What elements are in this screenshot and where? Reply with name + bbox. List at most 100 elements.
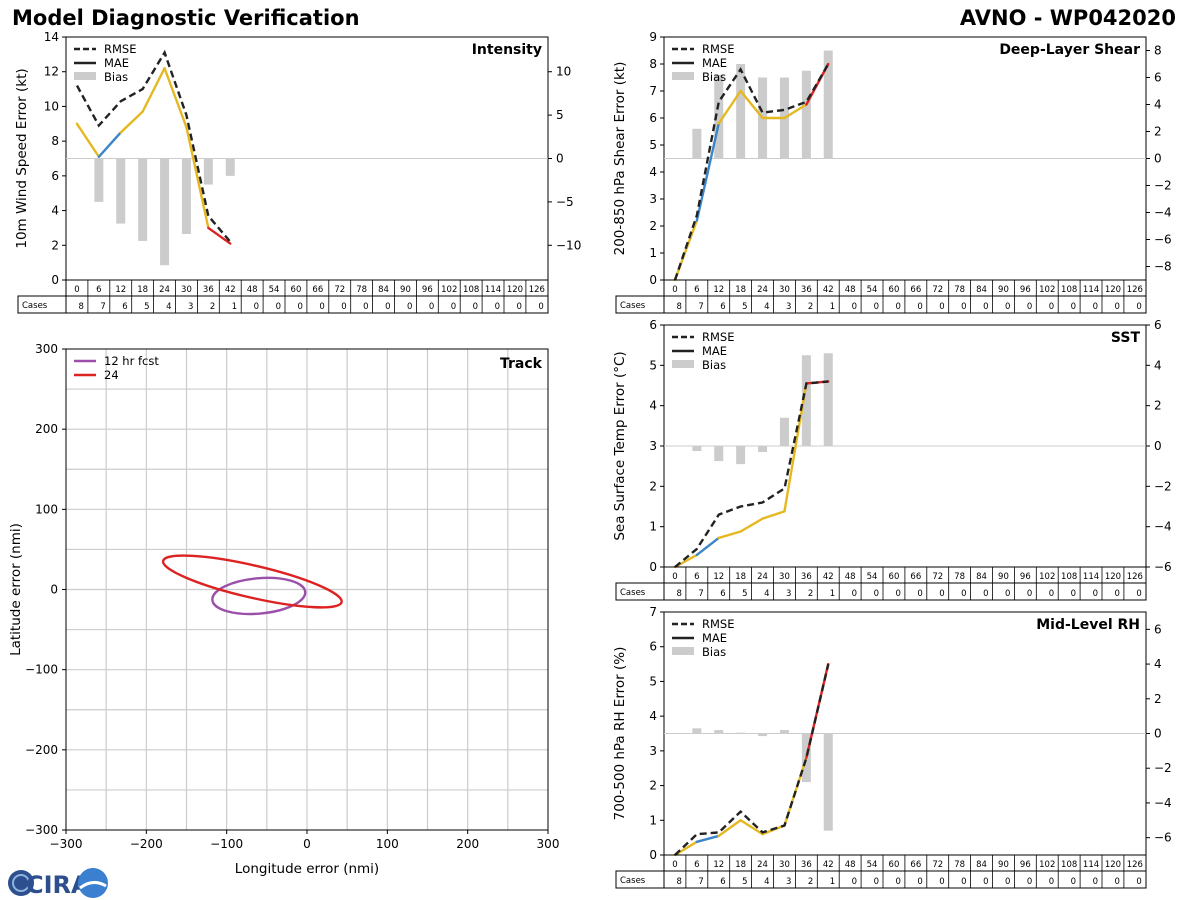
bias-bar — [138, 158, 148, 241]
y-axis-label: 200-850 hPa Shear Error (kt) — [612, 62, 628, 256]
y-tick-label: 1 — [649, 813, 657, 827]
case-count: 0 — [1136, 302, 1141, 312]
bias-bar — [736, 732, 746, 734]
case-count: 2 — [808, 877, 813, 887]
lead-hour-label: 114 — [1083, 860, 1099, 870]
lead-hour-label: 78 — [356, 285, 367, 295]
lead-hour-label: 78 — [954, 285, 965, 295]
storm-id-title: AVNO - WP042020 — [959, 6, 1176, 30]
lead-hour-label: 84 — [976, 285, 987, 295]
lead-hour-label: 54 — [867, 572, 878, 582]
legend-bias-swatch — [74, 72, 96, 80]
y2-tick-label: 2 — [1154, 399, 1162, 413]
case-count: 0 — [917, 302, 922, 312]
lead-hour-label: 120 — [1105, 572, 1121, 582]
case-count: 0 — [1049, 302, 1054, 312]
case-count: 0 — [895, 302, 900, 312]
lead-hour-label: 54 — [867, 285, 878, 295]
lead-hour-label: 18 — [735, 572, 746, 582]
mae-segment — [739, 819, 764, 836]
case-count: 0 — [1071, 877, 1076, 887]
lead-hour-label: 6 — [694, 572, 699, 582]
bias-bar — [758, 446, 768, 453]
track-legend-label: 24 — [104, 368, 119, 382]
case-count: 0 — [1114, 877, 1119, 887]
case-count: 0 — [516, 302, 521, 312]
bias-bar — [801, 70, 811, 159]
y-tick-label: 7 — [649, 84, 657, 98]
y-tick-label: 300 — [35, 342, 58, 356]
y2-tick-label: 10 — [556, 65, 571, 79]
case-count: 0 — [852, 302, 857, 312]
y-tick-label: 100 — [35, 502, 58, 516]
y-tick-label: 3 — [649, 744, 657, 758]
case-count: 0 — [852, 589, 857, 599]
mae-segment — [141, 67, 166, 113]
y2-tick-label: 0 — [1154, 727, 1162, 741]
lead-hour-label: 30 — [181, 285, 192, 295]
bias-bar — [225, 158, 235, 176]
y2-tick-label: −6 — [1154, 831, 1172, 845]
y-tick-label: 12 — [44, 65, 59, 79]
legend-rmse-label: RMSE — [702, 42, 734, 56]
bias-bar — [823, 353, 833, 446]
cira-logo: CIRA — [8, 868, 108, 899]
mae-segment — [717, 819, 742, 838]
bias-bar — [736, 64, 746, 159]
y2-tick-label: −2 — [1154, 179, 1172, 193]
y2-tick-label: 4 — [1154, 657, 1162, 671]
lead-hour-label: 24 — [757, 860, 768, 870]
case-count: 5 — [742, 877, 747, 887]
lead-hour-label: 42 — [225, 285, 236, 295]
y-tick-label: 2 — [649, 219, 657, 233]
bias-bar — [692, 446, 702, 452]
rmse-line — [674, 663, 830, 856]
y-tick-label: 5 — [649, 674, 657, 688]
y-tick-label: 8 — [649, 57, 657, 71]
y-tick-label: −200 — [25, 743, 58, 757]
y-tick-label: 3 — [649, 192, 657, 206]
y2-tick-label: 5 — [556, 108, 564, 122]
case-count: 0 — [1136, 589, 1141, 599]
legend-bias-swatch — [672, 360, 694, 368]
case-count: 7 — [698, 877, 703, 887]
case-count: 4 — [764, 302, 769, 312]
case-count: 0 — [1027, 877, 1032, 887]
y2-tick-label: 2 — [1154, 692, 1162, 706]
y2-tick-label: 2 — [1154, 125, 1162, 139]
y2-tick-label: 0 — [1154, 152, 1162, 166]
mae-segment — [695, 834, 720, 844]
cases-label-cell — [615, 582, 665, 601]
mae-segment — [97, 131, 122, 158]
lead-hour-label: 126 — [1127, 860, 1143, 870]
lead-hour-label: 96 — [1020, 285, 1031, 295]
case-count: 0 — [961, 589, 966, 599]
case-count: 0 — [917, 877, 922, 887]
bias-bar — [736, 446, 746, 465]
lead-hour-label: 60 — [889, 285, 900, 295]
mae-segment — [207, 226, 232, 245]
rmse-line — [673, 63, 830, 281]
page-title: Model Diagnostic Verification — [12, 6, 360, 30]
lead-hour-label: 90 — [998, 572, 1009, 582]
lead-hour-label: 0 — [672, 285, 677, 295]
y-tick-label: 5 — [649, 358, 657, 372]
case-count: 4 — [764, 589, 769, 599]
y-tick-label: 1 — [649, 246, 657, 260]
legend-mae-label: MAE — [702, 631, 727, 645]
y-tick-label: 0 — [649, 273, 657, 287]
case-count: 0 — [961, 302, 966, 312]
x-axis-label: Longitude error (nmi) — [235, 861, 379, 877]
lead-hour-label: 36 — [801, 572, 812, 582]
lead-hour-label: 30 — [779, 285, 790, 295]
y2-tick-label: −2 — [1154, 761, 1172, 775]
case-count: 5 — [742, 589, 747, 599]
y2-tick-label: 0 — [556, 152, 564, 166]
case-count: 0 — [297, 302, 302, 312]
bias-bar — [692, 728, 702, 734]
case-count: 0 — [1005, 589, 1010, 599]
case-count: 0 — [917, 589, 922, 599]
